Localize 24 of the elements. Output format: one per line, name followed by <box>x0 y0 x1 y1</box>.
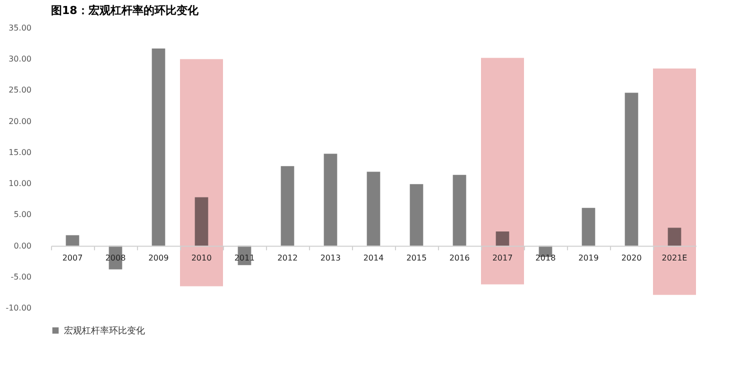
x-tick-label: 2010 <box>191 253 212 262</box>
x-tick-label: 2009 <box>148 253 169 262</box>
x-tick-label: 2019 <box>578 253 599 262</box>
y-tick-label: 25.00 <box>8 86 32 95</box>
x-tick-label: 2015 <box>406 253 427 262</box>
chart-title: 图18：宏观杠杆率的环比变化 <box>51 4 200 17</box>
x-tick-label: 2020 <box>621 253 642 262</box>
y-tick-label: 35.00 <box>8 24 32 32</box>
x-tick-label: 2013 <box>320 253 341 262</box>
y-tick-label: 5.00 <box>14 210 32 220</box>
x-tick-label: 2021E <box>662 253 688 262</box>
x-tick-label: 2014 <box>363 253 384 262</box>
y-tick-label: 15.00 <box>8 148 32 157</box>
y-tick-label: 10.00 <box>8 179 32 188</box>
y-tick-label: 0.00 <box>14 241 32 250</box>
legend-label: 宏观杠杆率环比变化 <box>64 326 145 336</box>
y-tick-label: 20.00 <box>8 116 32 126</box>
x-tick-label: 2016 <box>449 253 470 262</box>
x-tick-label: 2007 <box>62 253 83 262</box>
y-tick-label: -10.00 <box>6 304 32 312</box>
y-tick-label: 30.00 <box>8 54 32 64</box>
x-tick-label: 2017 <box>492 253 513 262</box>
x-tick-label: 2012 <box>277 253 298 262</box>
y-tick-label: -5.00 <box>10 272 32 282</box>
